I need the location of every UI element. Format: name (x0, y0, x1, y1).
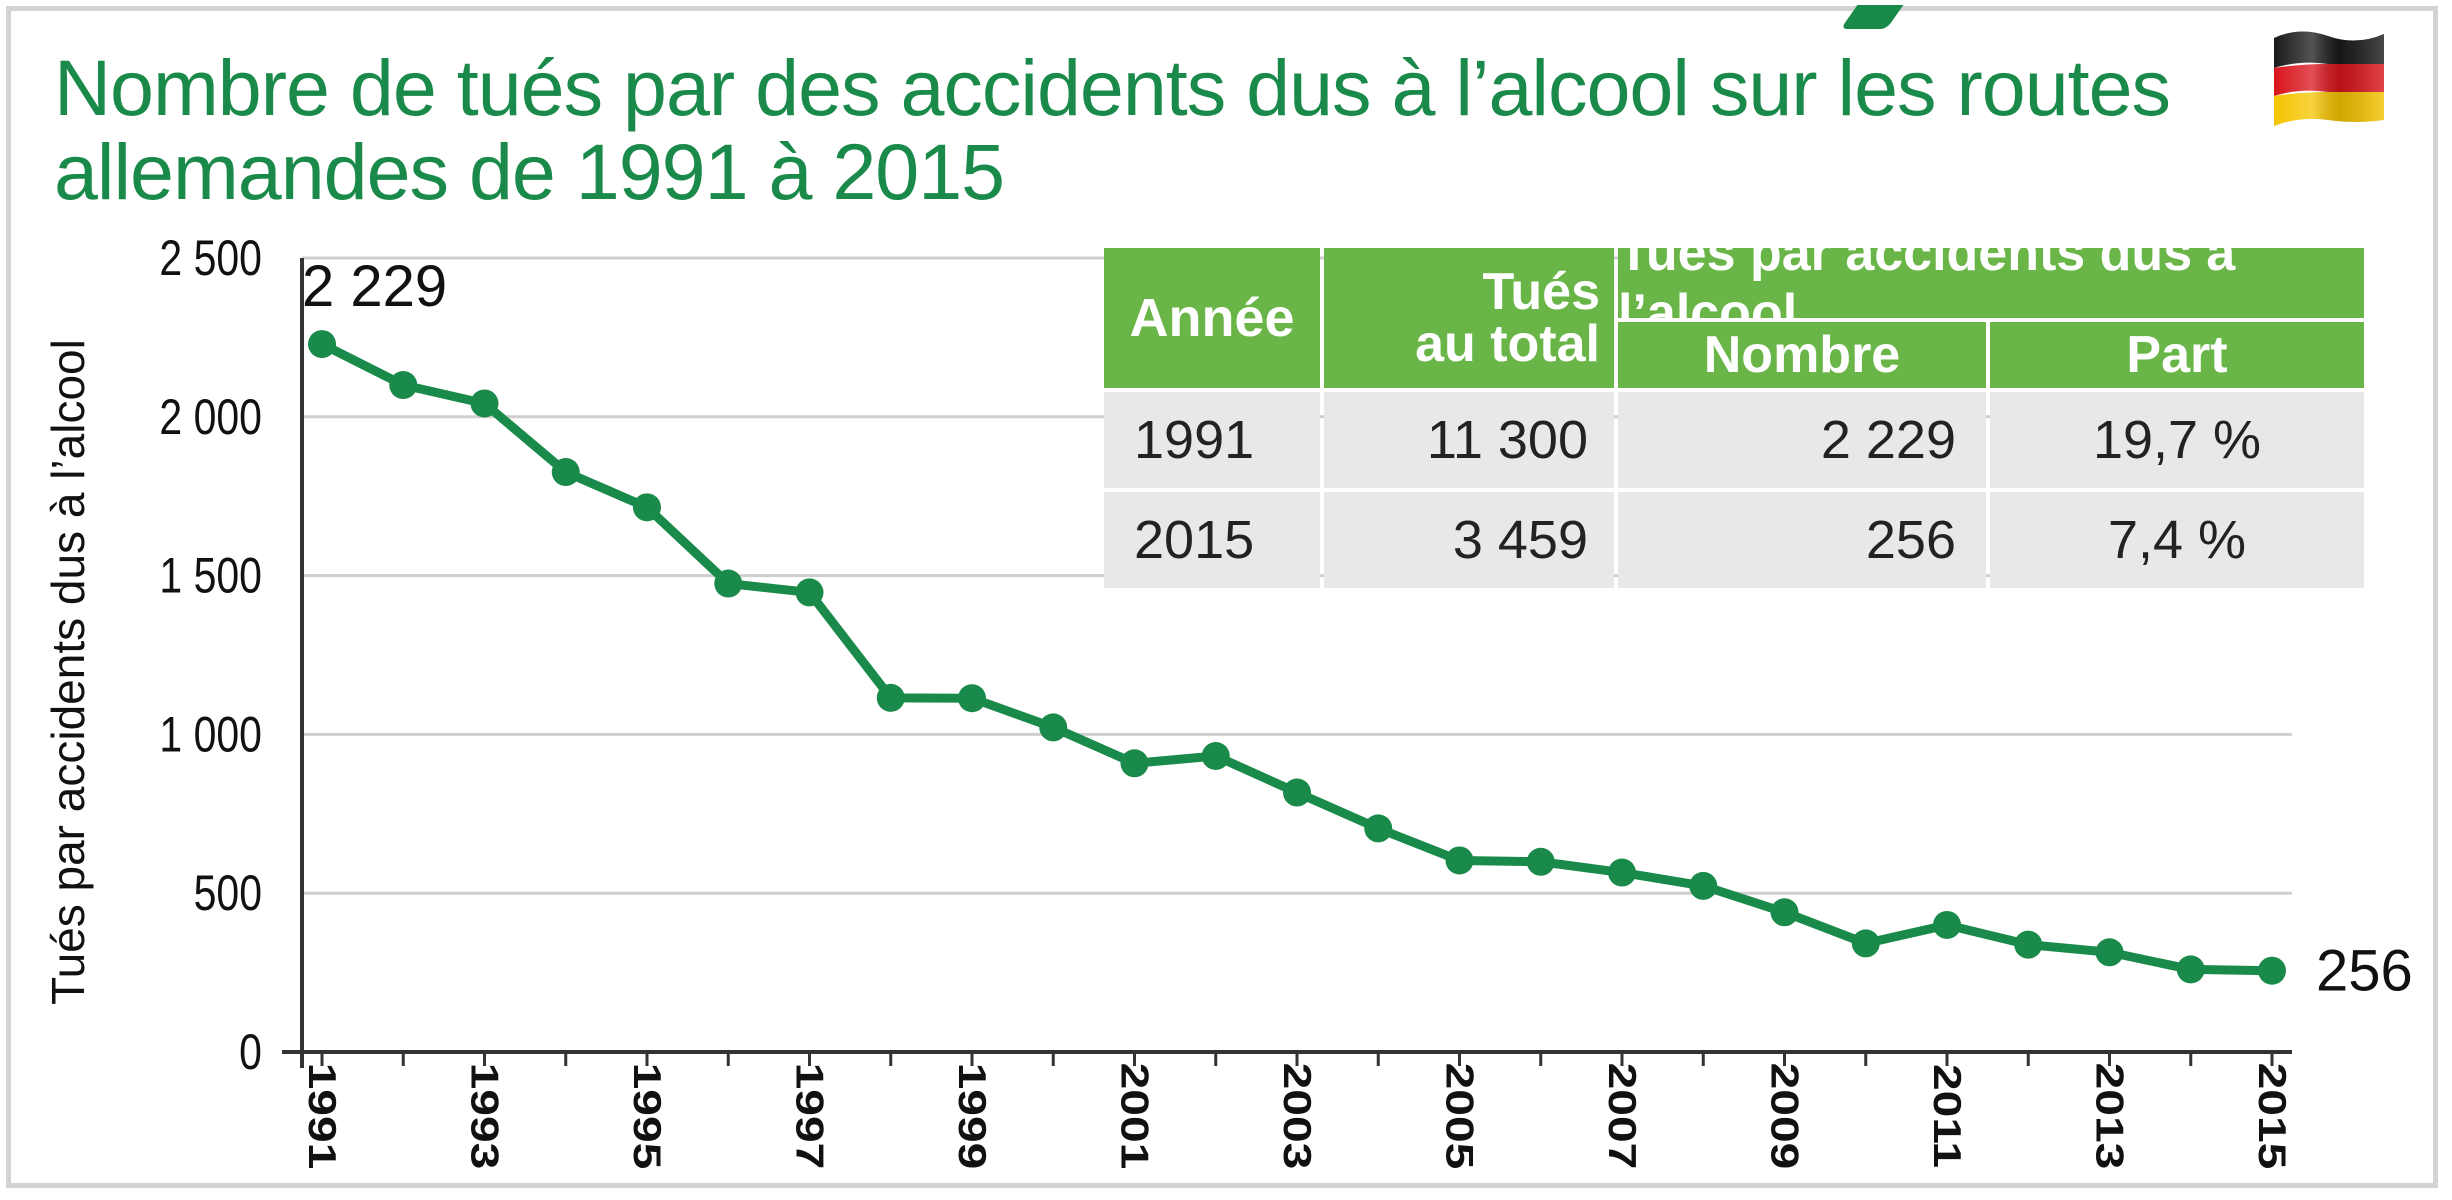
chart-title-line-1: Nombre de tués par des accidents dus à l… (54, 43, 2171, 132)
data-point (551, 458, 580, 487)
data-point (714, 569, 743, 598)
data-point (1201, 741, 1230, 770)
data-point (1851, 929, 1880, 958)
table-header-count: Nombre (1618, 322, 1986, 388)
table-cell-total-value: 11 300 (1426, 410, 1588, 470)
table-header-total-line-2: au total (1415, 315, 1600, 373)
table-cell-share-value: 19,7 % (2092, 410, 2262, 470)
data-point (1445, 846, 1474, 875)
data-point (1608, 858, 1636, 887)
table-cell-year: 1991 (1104, 392, 1320, 488)
x-tick-label: 2001 (1112, 1063, 1156, 1170)
data-label: 2 229 (302, 254, 447, 319)
table-cell-share: 19,7 % (1990, 392, 2364, 488)
x-tick-label: 1991 (300, 1063, 344, 1170)
x-tick-label: 2003 (1275, 1063, 1319, 1170)
data-point (1120, 749, 1149, 778)
table-cell-count-value: 256 (1865, 510, 1956, 570)
x-tick-label: 1997 (787, 1063, 831, 1170)
table-header-count-label: Nombre (1703, 326, 1901, 384)
data-point (1526, 847, 1555, 876)
y-tick-label: 1 500 (159, 548, 262, 604)
table-header-share: Part (1990, 322, 2364, 388)
x-tick-label: 1995 (625, 1063, 669, 1170)
table-cell-count: 256 (1618, 492, 1986, 588)
table-cell-total: 3 459 (1324, 492, 1614, 588)
y-tick-label: 2 500 (159, 230, 262, 286)
x-tick-label: 2013 (2087, 1063, 2131, 1170)
data-point (308, 330, 336, 359)
x-tick-label: 2015 (2250, 1063, 2294, 1170)
data-point (633, 493, 661, 522)
data-label: 256 (2316, 939, 2413, 1004)
data-point (2176, 955, 2205, 984)
table-header-year: Année (1104, 248, 1320, 388)
table-cell-share-value: 7,4 % (2107, 510, 2247, 570)
data-point (1039, 713, 1068, 742)
data-point (470, 389, 499, 418)
table-cell-year-value: 2015 (1134, 510, 1255, 570)
table-header-group: Tués par accidents dus à l’alcool (1618, 224, 2364, 342)
y-tick-label: 0 (239, 1024, 262, 1080)
table-header-total-line-1: Tués (1482, 263, 1600, 321)
chart-title-line-2: allemandes de 1991 à 2015 (54, 127, 1005, 216)
data-point (2095, 938, 2124, 967)
data-point (1364, 814, 1393, 843)
table-cell-count-value: 2 229 (1820, 410, 1956, 470)
table-header-total: Tués au total (1324, 248, 1614, 388)
x-tick-label: 2007 (1600, 1063, 1644, 1170)
table-cell-count: 2 229 (1618, 392, 1986, 488)
y-tick-label: 500 (194, 865, 262, 921)
table-cell-year-value: 1991 (1134, 410, 1255, 470)
summary-table: Année Tués au total Tués par accidents d… (1104, 224, 2364, 588)
data-point (1933, 910, 1961, 939)
table-cell-total-value: 3 459 (1452, 510, 1588, 570)
x-tick-label: 2011 (1925, 1064, 1969, 1168)
data-point (958, 684, 986, 713)
table-header-year-label: Année (1129, 288, 1295, 348)
table-cell-total: 11 300 (1324, 392, 1614, 488)
y-tick-label: 2 000 (159, 389, 262, 445)
table-cell-year: 2015 (1104, 492, 1320, 588)
data-point (1689, 871, 1718, 900)
data-point (795, 578, 824, 607)
data-point (2258, 956, 2286, 985)
data-point (876, 683, 905, 712)
data-point (1770, 898, 1799, 927)
data-point (389, 371, 418, 400)
table-header-share-label: Part (2126, 326, 2228, 384)
data-point (2014, 930, 2043, 959)
x-tick-label: 1999 (950, 1063, 994, 1170)
x-tick-label: 1993 (462, 1063, 506, 1170)
germany-flag-icon (2274, 31, 2384, 126)
chart-frame (6, 5, 2438, 1188)
x-tick-label: 2005 (1437, 1063, 1481, 1170)
table-cell-share: 7,4 % (1990, 492, 2364, 588)
y-tick-label: 1 000 (159, 707, 262, 763)
x-tick-label: 2009 (1762, 1063, 1806, 1170)
chart-title: Nombre de tués par des accidents dus à l… (54, 46, 2234, 214)
data-point (1283, 778, 1311, 807)
